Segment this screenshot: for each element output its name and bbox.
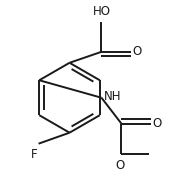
Text: NH: NH	[104, 90, 121, 103]
Text: O: O	[116, 159, 125, 172]
Text: O: O	[152, 117, 162, 130]
Text: O: O	[132, 45, 142, 58]
Text: F: F	[31, 148, 38, 161]
Text: HO: HO	[92, 5, 111, 18]
